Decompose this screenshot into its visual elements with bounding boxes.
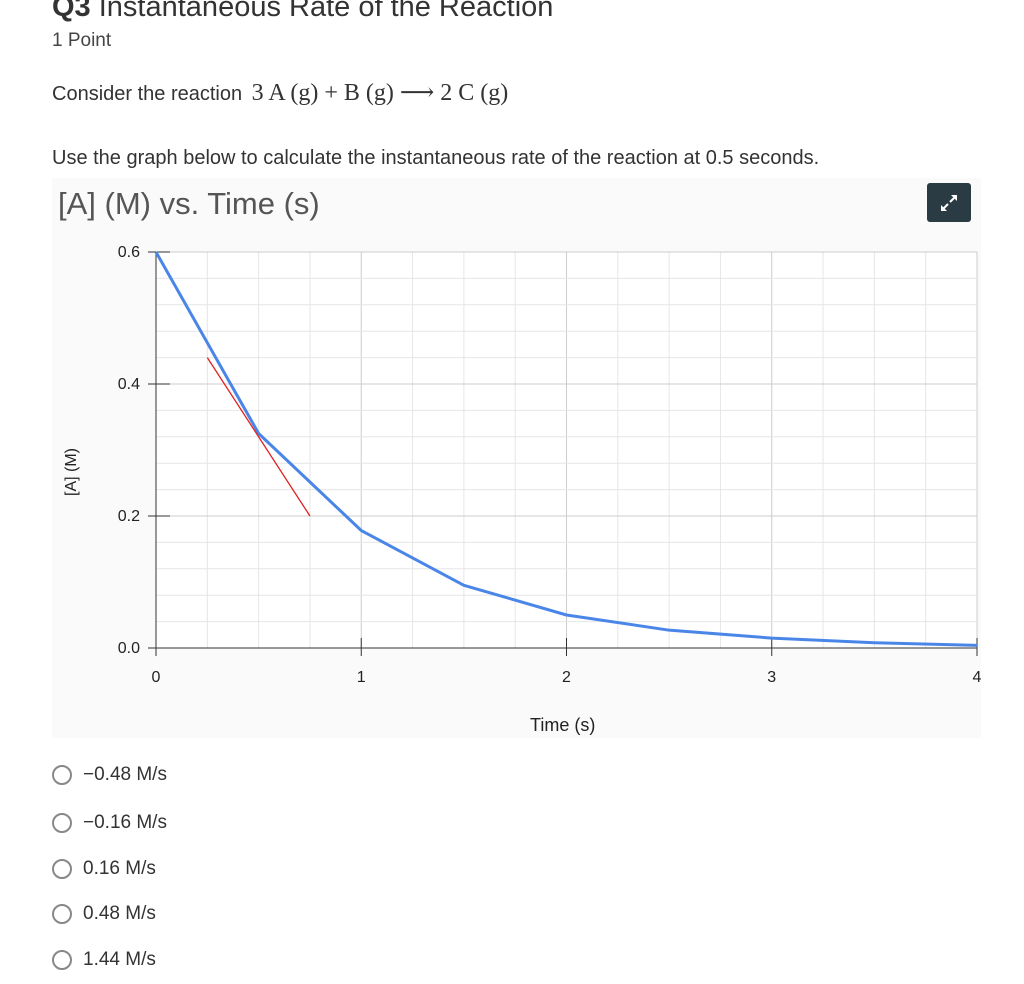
- y-tick-label: 0.4: [118, 376, 140, 393]
- answer-option[interactable]: −0.48 M/s: [52, 764, 167, 786]
- question-points: 1 Point: [52, 30, 112, 51]
- answer-option[interactable]: 1.44 M/s: [52, 949, 156, 971]
- expand-chart-button[interactable]: [927, 183, 971, 222]
- radio-button[interactable]: [52, 859, 72, 879]
- x-tick-label: 1: [357, 669, 366, 686]
- chart-title: [A] (M) vs. Time (s): [58, 186, 320, 221]
- question-number: Q3: [52, 0, 91, 23]
- option-label: −0.16 M/s: [83, 812, 167, 833]
- radio-button[interactable]: [52, 904, 72, 924]
- option-label: 0.16 M/s: [83, 858, 156, 879]
- radio-button[interactable]: [52, 765, 72, 785]
- question-instruction: Use the graph below to calculate the ins…: [52, 147, 820, 169]
- x-tick-label: 3: [767, 669, 776, 686]
- option-label: −0.48 M/s: [83, 764, 167, 785]
- answer-option[interactable]: 0.16 M/s: [52, 858, 156, 880]
- y-tick-label: 0.2: [118, 508, 140, 525]
- chart-svg: 0.0 0.2 0.4 0.6 0 1 2 3 4: [118, 244, 981, 686]
- question-title: Q3 Instantaneous Rate of the Reaction: [52, 0, 553, 24]
- tangent-line: [206, 357, 311, 517]
- chart-card: 0.0 0.2 0.4 0.6 0 1 2 3 4 [A] (M) vs. Time (s) […: [52, 178, 981, 738]
- series-line: [154, 251, 978, 647]
- y-axis-label: [A] (M): [63, 448, 80, 496]
- prompt-text: Consider the reaction: [52, 83, 243, 105]
- x-axis-label: Time (s): [530, 715, 596, 735]
- question-prompt: Consider the reaction 3 A (g) + B (g) ⟶ …: [52, 78, 508, 107]
- question-title-text: Instantaneous Rate of the Reaction: [98, 0, 554, 23]
- x-tick-label: 2: [562, 669, 571, 686]
- reaction-equation: 3 A (g) + B (g) ⟶ 2 C (g): [251, 80, 509, 106]
- radio-button[interactable]: [52, 950, 72, 970]
- option-label: 0.48 M/s: [83, 903, 156, 924]
- x-tick-label: 4: [973, 669, 981, 686]
- y-tick-label: 0.6: [118, 244, 140, 261]
- radio-button[interactable]: [52, 813, 72, 833]
- answer-option[interactable]: 0.48 M/s: [52, 903, 156, 925]
- answer-option[interactable]: −0.16 M/s: [52, 812, 167, 834]
- x-tick-label: 0: [152, 669, 161, 686]
- option-label: 1.44 M/s: [83, 949, 156, 970]
- expand-arrows-icon: [941, 194, 957, 211]
- y-tick-label: 0.0: [118, 640, 140, 657]
